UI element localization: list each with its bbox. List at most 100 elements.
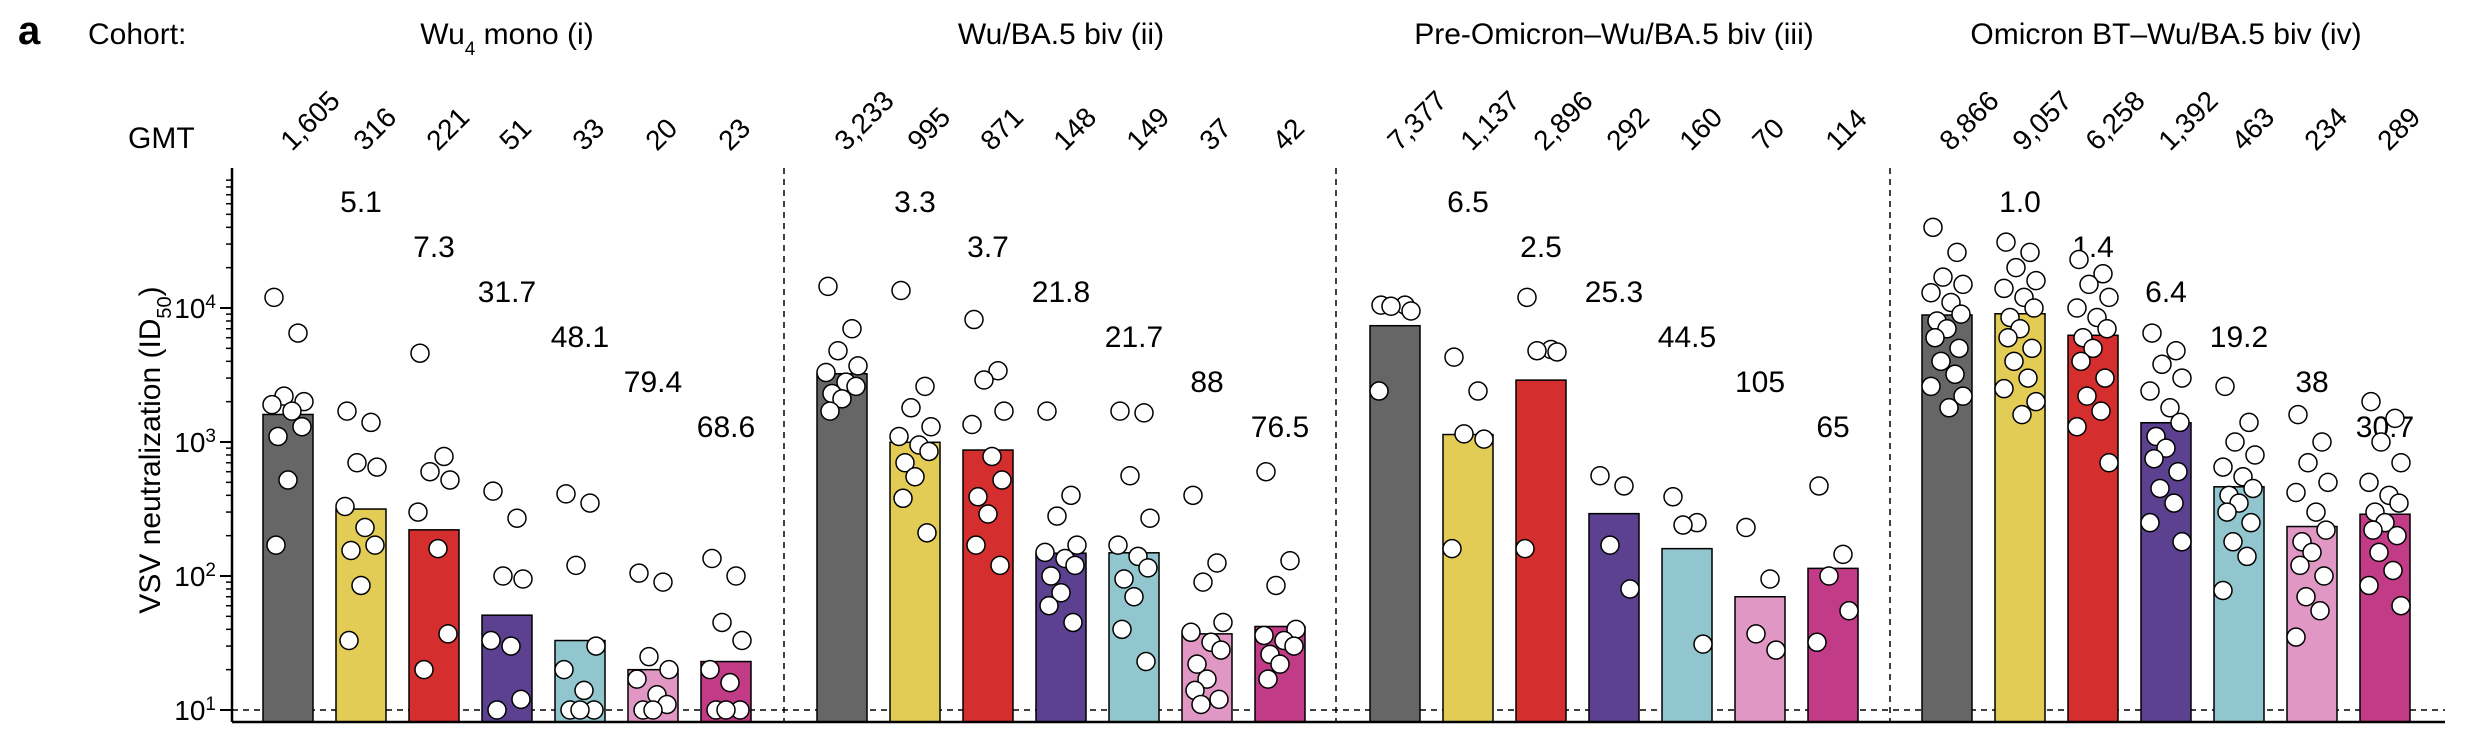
y-tick-exponent: 2 <box>205 560 216 581</box>
data-point <box>982 446 1002 467</box>
y-tick-base: 10 <box>174 293 205 324</box>
gmt-value: 6,258 <box>2079 85 2150 156</box>
data-point <box>2091 401 2111 421</box>
data-point <box>643 700 663 720</box>
data-point <box>1809 476 1829 496</box>
y-axis-label-main: VSV neutralization (ID <box>134 319 167 614</box>
fold-change-label: 3.7 <box>967 231 1009 264</box>
data-point <box>1933 267 1953 287</box>
data-point <box>1035 542 1055 563</box>
data-point <box>1547 342 1567 362</box>
data-point <box>1527 340 1547 361</box>
data-point <box>1925 327 1945 348</box>
data-point <box>966 535 986 555</box>
data-point <box>2024 298 2044 318</box>
data-point <box>1819 566 1839 586</box>
data-point <box>818 276 838 297</box>
data-point <box>2213 457 2233 477</box>
group-title: Omicron BT–Wu/BA.5 biv (iv) <box>1970 18 2361 51</box>
data-point <box>2020 242 2040 263</box>
gmt-value: 871 <box>974 101 1029 156</box>
data-point <box>846 376 866 397</box>
data-point <box>2306 502 2326 522</box>
data-point <box>2371 432 2391 452</box>
data-point <box>570 700 590 720</box>
fold-change-label: 7.3 <box>413 231 455 264</box>
data-point <box>895 453 915 473</box>
data-point <box>2067 298 2087 318</box>
data-point <box>1921 282 1941 303</box>
data-point <box>2026 391 2046 412</box>
data-point <box>339 630 359 651</box>
data-point <box>988 361 1008 381</box>
data-point <box>1746 624 1766 644</box>
fold-change-label: 76.5 <box>1251 411 1309 444</box>
data-point <box>820 401 840 421</box>
data-point <box>1067 535 1087 555</box>
data-point <box>1673 515 1693 535</box>
data-point <box>2239 412 2259 433</box>
data-point <box>493 566 513 586</box>
data-point <box>968 487 988 507</box>
data-point <box>639 646 659 667</box>
data-point <box>1590 465 1610 486</box>
fold-change-label: 48.1 <box>551 321 609 354</box>
gmt-value: 8,866 <box>1933 85 2004 156</box>
data-point <box>2006 257 2026 278</box>
group-title-main: Wu/BA.5 biv (ii) <box>958 18 1164 51</box>
group-title-subscript: 4 <box>465 39 476 60</box>
data-point <box>1108 535 1128 555</box>
data-point <box>288 323 308 343</box>
data-point <box>2012 404 2032 425</box>
data-point <box>2067 416 2087 437</box>
data-point <box>2079 274 2099 295</box>
data-point <box>917 523 937 543</box>
data-point <box>978 504 998 524</box>
data-point <box>1258 669 1278 689</box>
gmt-value: 33 <box>566 112 610 156</box>
data-point <box>2288 404 2308 425</box>
data-point <box>1736 517 1756 538</box>
data-point <box>1211 640 1231 660</box>
data-point <box>1923 217 1943 238</box>
fold-change-label: 68.6 <box>697 411 755 444</box>
data-point <box>659 659 679 680</box>
gmt-value: 463 <box>2225 101 2280 156</box>
data-point <box>1051 582 1071 603</box>
y-axis-label-subscript: 50 <box>154 296 176 318</box>
data-point <box>2140 512 2160 533</box>
data-point <box>1187 654 1207 674</box>
data-point <box>574 680 594 701</box>
data-point <box>901 398 921 418</box>
data-point <box>2168 461 2188 482</box>
data-point <box>487 700 507 720</box>
data-point <box>962 414 982 435</box>
data-point <box>816 362 836 383</box>
gmt-value: 51 <box>493 112 537 156</box>
fold-change-label: 25.3 <box>1585 276 1643 309</box>
data-point <box>2389 493 2409 513</box>
data-point <box>2083 338 2103 359</box>
data-point <box>414 659 434 680</box>
data-point <box>1270 654 1290 674</box>
data-point <box>2004 351 2024 372</box>
gmt-value: 1,137 <box>1454 85 1525 156</box>
gmt-value: 1,392 <box>2152 85 2223 156</box>
data-point <box>1140 508 1160 528</box>
data-point <box>1401 301 1421 321</box>
data-point <box>1921 376 1941 397</box>
gmt-value: 316 <box>347 101 402 156</box>
data-point <box>2069 249 2089 270</box>
data-point <box>1994 378 2014 399</box>
data-point <box>1945 364 1965 385</box>
data-point <box>2286 482 2306 503</box>
data-point <box>361 412 381 433</box>
data-point <box>2361 391 2381 412</box>
data-point <box>2022 338 2042 359</box>
fold-change-label: 38 <box>2295 366 2328 399</box>
data-point <box>2391 453 2411 473</box>
bar <box>262 413 314 723</box>
data-point <box>367 457 387 477</box>
data-point <box>2245 445 2265 465</box>
data-point <box>1620 579 1640 599</box>
